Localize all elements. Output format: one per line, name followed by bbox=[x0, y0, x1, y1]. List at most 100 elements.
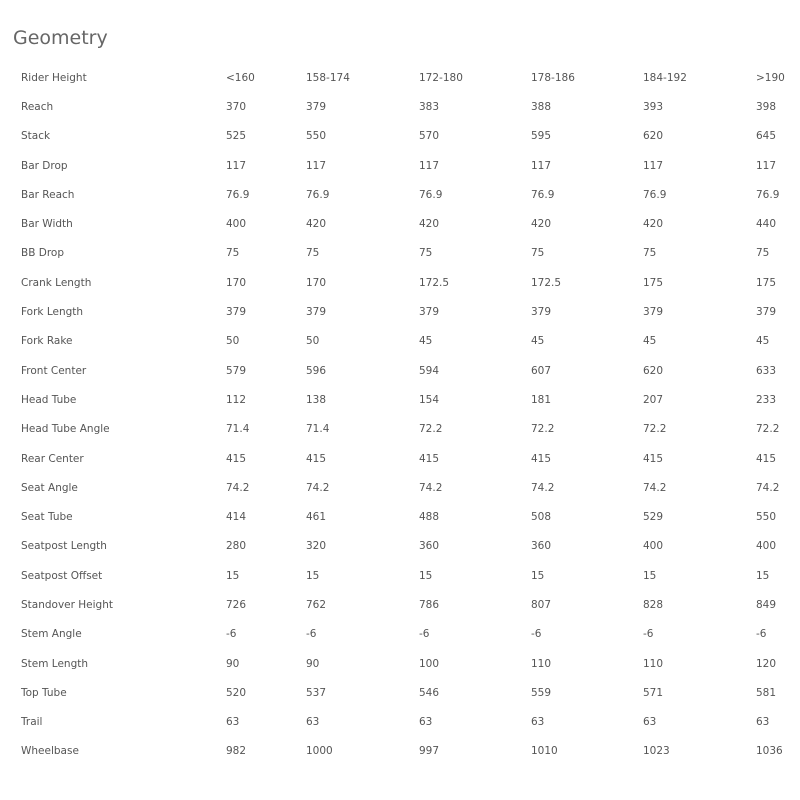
cell-value: 550 bbox=[306, 130, 327, 143]
cell-value: 594 bbox=[419, 364, 440, 377]
cell-value: 117 bbox=[756, 159, 777, 172]
table-row: Stem Angle -6 -6 -6 -6 -6 -6 bbox=[14, 620, 796, 649]
cell-value: 100 bbox=[419, 657, 440, 670]
cell-value: 982 bbox=[226, 745, 247, 758]
row-label: Bar Reach bbox=[21, 188, 75, 201]
cell-value: 45 bbox=[419, 335, 433, 348]
cell-value: 72.2 bbox=[531, 423, 555, 436]
cell-value: 379 bbox=[756, 306, 777, 319]
cell-value: 50 bbox=[306, 335, 320, 348]
cell-value: 1010 bbox=[531, 745, 558, 758]
page-title: Geometry bbox=[13, 27, 108, 49]
cell-value: 420 bbox=[531, 218, 552, 231]
cell-value: 117 bbox=[643, 159, 664, 172]
cell-value: 415 bbox=[756, 452, 777, 465]
table-row: Rear Center 415 415 415 415 415 415 bbox=[14, 444, 796, 473]
cell-value: 74.2 bbox=[419, 481, 443, 494]
cell-value: 997 bbox=[419, 745, 440, 758]
cell-value: 158-174 bbox=[306, 71, 350, 84]
row-label: Stack bbox=[21, 130, 51, 143]
cell-value: 76.9 bbox=[419, 188, 443, 201]
row-label: Stem Length bbox=[21, 657, 89, 670]
cell-value: 546 bbox=[419, 686, 440, 699]
cell-value: 370 bbox=[226, 100, 247, 113]
row-label: Top Tube bbox=[21, 686, 67, 699]
cell-value: 420 bbox=[643, 218, 664, 231]
cell-value: 45 bbox=[531, 335, 545, 348]
cell-value: 63 bbox=[226, 716, 240, 729]
cell-value: 415 bbox=[531, 452, 552, 465]
cell-value: 1000 bbox=[306, 745, 333, 758]
cell-value: 138 bbox=[306, 393, 327, 406]
cell-value: 400 bbox=[643, 540, 664, 553]
cell-value: 72.2 bbox=[643, 423, 667, 436]
table-row: Standover Height 726 762 786 807 828 849 bbox=[14, 590, 796, 619]
cell-value: 71.4 bbox=[306, 423, 330, 436]
cell-value: 579 bbox=[226, 364, 247, 377]
cell-value: 63 bbox=[306, 716, 320, 729]
cell-value: 581 bbox=[756, 686, 777, 699]
cell-value: 117 bbox=[531, 159, 552, 172]
row-label: Rider Height bbox=[21, 71, 87, 84]
cell-value: 559 bbox=[531, 686, 552, 699]
cell-value: 828 bbox=[643, 598, 664, 611]
cell-value: 360 bbox=[531, 540, 552, 553]
cell-value: 1036 bbox=[756, 745, 783, 758]
cell-value: 117 bbox=[419, 159, 440, 172]
cell-value: 529 bbox=[643, 511, 664, 524]
cell-value: 110 bbox=[531, 657, 552, 670]
cell-value: 110 bbox=[643, 657, 664, 670]
cell-value: 15 bbox=[306, 569, 320, 582]
cell-value: 461 bbox=[306, 511, 327, 524]
row-label: Seatpost Offset bbox=[21, 569, 103, 582]
cell-value: 379 bbox=[419, 306, 440, 319]
cell-value: 807 bbox=[531, 598, 552, 611]
cell-value: 170 bbox=[226, 276, 247, 289]
cell-value: 75 bbox=[643, 247, 657, 260]
cell-value: 762 bbox=[306, 598, 327, 611]
cell-value: 120 bbox=[756, 657, 777, 670]
cell-value: 170 bbox=[306, 276, 327, 289]
row-label: Stem Angle bbox=[21, 628, 82, 641]
cell-value: 379 bbox=[306, 100, 327, 113]
cell-value: 849 bbox=[756, 598, 777, 611]
cell-value: 388 bbox=[531, 100, 552, 113]
geometry-table: Rider Height <160 158-174 172-180 178-186 184… bbox=[14, 63, 796, 766]
cell-value: 1023 bbox=[643, 745, 670, 758]
cell-value: 379 bbox=[306, 306, 327, 319]
row-label: Trail bbox=[21, 716, 43, 729]
cell-value: 74.2 bbox=[756, 481, 780, 494]
table-row: Bar Reach 76.9 76.9 76.9 76.9 76.9 76.9 bbox=[14, 180, 796, 209]
cell-value: 72.2 bbox=[419, 423, 443, 436]
row-label: Reach bbox=[21, 100, 54, 113]
table-row: Top Tube 520 537 546 559 571 581 bbox=[14, 678, 796, 707]
cell-value: <160 bbox=[226, 71, 255, 84]
cell-value: 74.2 bbox=[306, 481, 330, 494]
cell-value: 74.2 bbox=[531, 481, 555, 494]
cell-value: 571 bbox=[643, 686, 664, 699]
cell-value: 525 bbox=[226, 130, 247, 143]
cell-value: -6 bbox=[643, 628, 654, 641]
table-row: Seatpost Length 280 320 360 360 400 400 bbox=[14, 532, 796, 561]
cell-value: 74.2 bbox=[226, 481, 250, 494]
cell-value: 172.5 bbox=[531, 276, 562, 289]
cell-value: 75 bbox=[226, 247, 240, 260]
cell-value: 400 bbox=[226, 218, 247, 231]
cell-value: 620 bbox=[643, 364, 664, 377]
cell-value: 76.9 bbox=[643, 188, 667, 201]
cell-value: 75 bbox=[419, 247, 433, 260]
cell-value: 550 bbox=[756, 511, 777, 524]
cell-value: 74.2 bbox=[643, 481, 667, 494]
row-label: Front Center bbox=[21, 364, 87, 377]
table-row: BB Drop 75 75 75 75 75 75 bbox=[14, 239, 796, 268]
cell-value: 420 bbox=[306, 218, 327, 231]
row-label: Fork Rake bbox=[21, 335, 73, 348]
row-label: Seat Tube bbox=[21, 511, 73, 524]
cell-value: 117 bbox=[226, 159, 247, 172]
cell-value: 15 bbox=[419, 569, 433, 582]
cell-value: 207 bbox=[643, 393, 664, 406]
table-row: Fork Rake 50 50 45 45 45 45 bbox=[14, 327, 796, 356]
cell-value: 15 bbox=[226, 569, 240, 582]
cell-value: 786 bbox=[419, 598, 440, 611]
cell-value: 90 bbox=[306, 657, 320, 670]
